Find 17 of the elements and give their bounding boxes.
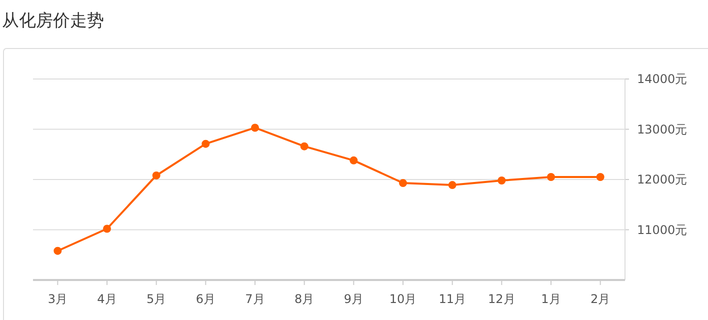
xtick: 5月: [146, 292, 166, 306]
xtick: 2月: [590, 292, 610, 306]
xtick: 3月: [48, 292, 68, 306]
ytick: 12000元: [637, 172, 688, 186]
xtick: 4月: [97, 292, 117, 306]
xtick: 9月: [344, 292, 364, 306]
xtick: 12月: [488, 292, 516, 306]
ytick: 13000元: [637, 122, 688, 136]
xtick: 8月: [294, 292, 314, 306]
xtick: 1月: [541, 292, 561, 306]
xtick: 11月: [438, 292, 466, 306]
xtick: 7月: [245, 292, 265, 306]
xtick: 10月: [389, 292, 417, 306]
ytick: 14000元: [637, 72, 688, 86]
xtick: 6月: [196, 292, 216, 306]
ytick: 11000元: [637, 222, 688, 237]
title: 从化房价走势: [2, 11, 104, 31]
